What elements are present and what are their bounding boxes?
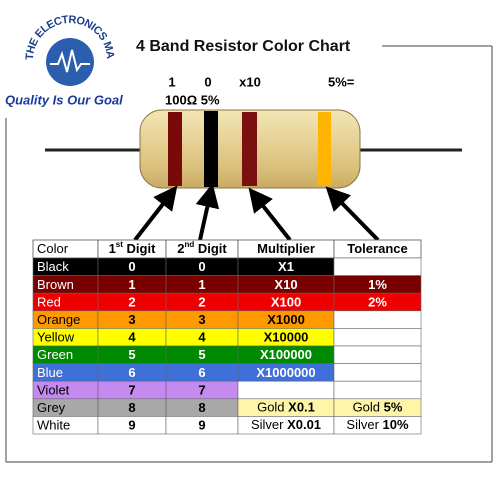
- cell-text: 1: [128, 277, 135, 292]
- header-part: Multiplier: [257, 241, 315, 256]
- color-name: Yellow: [37, 330, 75, 345]
- cell-text: 1%: [368, 277, 387, 292]
- cell-text: 2: [128, 294, 135, 309]
- cell-prefix: Silver: [346, 418, 382, 433]
- cell: [333, 380, 422, 400]
- band-result: 100Ω 5%: [165, 92, 220, 107]
- cell: [333, 363, 422, 382]
- cell-text: 3: [128, 312, 135, 327]
- cell-text: Gold X0.1: [257, 400, 315, 415]
- band-label: x10: [239, 74, 261, 89]
- cell-text: 9: [128, 418, 135, 433]
- cell-prefix: Gold: [353, 400, 384, 415]
- color-name: Blue: [37, 365, 63, 380]
- cell-prefix: Gold: [257, 400, 288, 415]
- frame: [5, 45, 493, 463]
- cell: [333, 310, 422, 329]
- cell-text: 6: [128, 365, 135, 380]
- cell: [333, 416, 422, 435]
- cell: [237, 380, 335, 400]
- cell-value: X0.1: [288, 400, 315, 415]
- cell-text: 6: [198, 365, 205, 380]
- header-part: st: [116, 240, 123, 249]
- band-label: 1: [168, 74, 175, 89]
- cell: [333, 345, 422, 364]
- header-text: 2nd Digit: [177, 240, 227, 256]
- band-label: 5%=: [328, 74, 355, 89]
- cell-text: 7: [198, 382, 205, 397]
- cell-text: X100000: [260, 347, 312, 362]
- cell-text: Silver X0.01: [251, 418, 321, 433]
- header-part: 1: [109, 241, 116, 256]
- cell-text: 8: [128, 400, 135, 415]
- cell-text: 1: [198, 277, 205, 292]
- band-label: 0: [204, 74, 211, 89]
- color-name: Green: [37, 347, 73, 362]
- resistor: [45, 109, 462, 189]
- cell-value: 10%: [383, 418, 409, 433]
- cell-value: X0.01: [287, 418, 321, 433]
- color-name: Black: [37, 259, 69, 274]
- color-name: Violet: [37, 382, 70, 397]
- header-part: nd: [184, 240, 194, 249]
- cell-prefix: Silver: [251, 418, 287, 433]
- cell-text: 7: [128, 382, 135, 397]
- header-part: Tolerance: [347, 241, 407, 256]
- cell-text: 9: [198, 418, 205, 433]
- cell-text: 0: [198, 259, 205, 274]
- header-text: Tolerance: [347, 241, 407, 256]
- header-part: Color: [37, 241, 69, 256]
- header-text: 1st Digit: [109, 240, 157, 256]
- table: Color 1st Digit 2nd Digit Multiplier Toleran…: [32, 239, 422, 435]
- logo-tagline: Quality Is Our Goal: [5, 92, 123, 107]
- cell-text: 5: [128, 347, 135, 362]
- cell-text: X1: [278, 259, 294, 274]
- cell-text: Silver 10%: [346, 418, 409, 433]
- cell-text: Gold 5%: [353, 400, 403, 415]
- cell-text: 0: [128, 259, 135, 274]
- cell-text: 5: [198, 347, 205, 362]
- cell-text: 8: [198, 400, 205, 415]
- cell: [333, 328, 422, 347]
- cell-text: X100: [271, 294, 301, 309]
- cell-text: 4: [198, 330, 206, 345]
- title: 4 Band Resistor Color Chart: [136, 38, 351, 55]
- cell-text: X10000: [264, 330, 309, 345]
- cell: [333, 257, 422, 276]
- color-name: White: [37, 418, 70, 433]
- arrows: [133, 183, 380, 242]
- cell-text: 2: [198, 294, 205, 309]
- logo: THE ELECTRONICS MART Quality Is Our Goal: [0, 0, 123, 107]
- header-part: 2: [177, 241, 184, 256]
- header-text: Color: [37, 241, 69, 256]
- cell-text: 2%: [368, 294, 387, 309]
- cell-text: 4: [128, 330, 136, 345]
- cell-value: 5%: [384, 400, 403, 415]
- cell-text: X10: [274, 277, 297, 292]
- color-name: Grey: [37, 400, 66, 415]
- header-part: Digit: [194, 241, 227, 256]
- cell-text: X1000: [267, 312, 305, 327]
- cell-text: 3: [198, 312, 205, 327]
- color-name: Brown: [37, 277, 74, 292]
- header-text: Multiplier: [257, 241, 315, 256]
- cell-text: X1000000: [256, 365, 315, 380]
- color-name: Red: [37, 294, 61, 309]
- header-part: Digit: [123, 241, 156, 256]
- color-name: Orange: [37, 312, 80, 327]
